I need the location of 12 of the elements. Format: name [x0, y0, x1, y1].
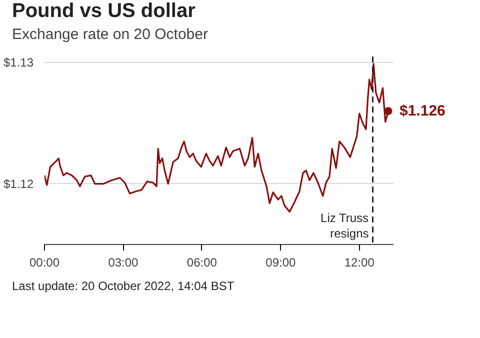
y-tick-label: $1.13	[3, 56, 34, 70]
chart-title: Pound vs US dollar	[12, 0, 196, 23]
annotation: $1.126	[400, 102, 446, 120]
x-tick-label: 09:00	[266, 256, 296, 270]
x-tick-label: 00:00	[29, 256, 60, 270]
ref-line-label: Liz Truss resigns	[320, 211, 369, 240]
x-tick-label: 03:00	[108, 256, 139, 270]
chart-subtitle: Exchange rate on 20 October	[12, 26, 208, 44]
y-tick-label: $1.12	[3, 176, 34, 191]
x-tick-label: 06:00	[186, 256, 218, 270]
x-tick-label: 12:00	[344, 256, 375, 270]
text: Last update: 20 October 2022, 14:04 BST	[12, 279, 234, 294]
